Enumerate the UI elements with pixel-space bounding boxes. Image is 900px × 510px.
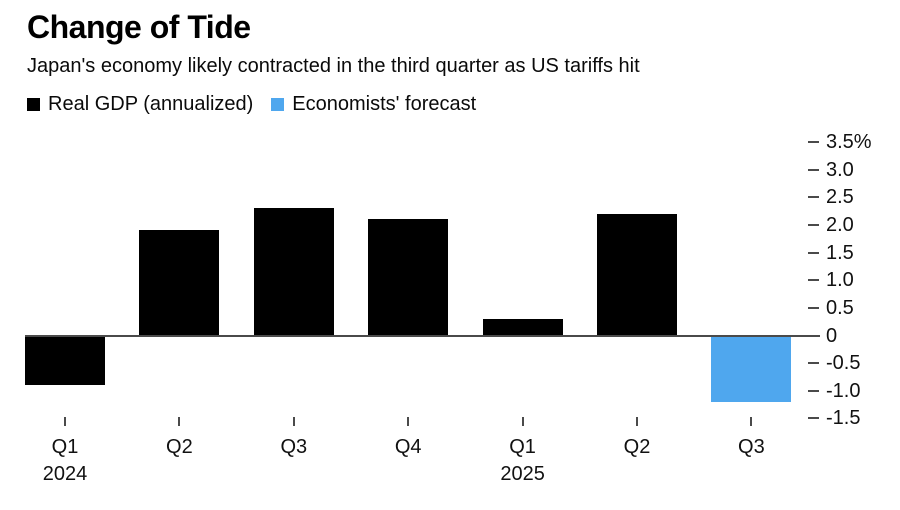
y-axis-tick (808, 306, 819, 309)
y-axis-tick-label: -1.5 (826, 407, 861, 430)
legend-swatch-real-gdp (27, 98, 40, 111)
y-axis-tick-label: 3.5% (826, 130, 872, 153)
y-axis-tick (808, 140, 819, 143)
legend: Real GDP (annualized) Economists' foreca… (27, 93, 476, 116)
legend-item-forecast: Economists' forecast (271, 93, 476, 116)
y-axis-tick-label: 2.0 (826, 213, 854, 236)
x-axis-tick (636, 417, 638, 426)
y-axis-tick-label: 0.5 (826, 296, 854, 319)
y-axis-tick-label: 1.0 (826, 269, 854, 292)
chart-title: Change of Tide (27, 9, 251, 45)
x-axis-tick-label: Q4 (394, 436, 422, 458)
chart-subtitle: Japan's economy likely contracted in the… (27, 55, 640, 77)
y-axis-tick (808, 279, 819, 282)
x-axis-tick (64, 417, 66, 426)
x-axis-tick (521, 417, 524, 426)
x-axis-tick-label: Q3 (280, 436, 308, 458)
y-axis-tick (808, 251, 819, 254)
y-axis-tick (808, 362, 819, 365)
y-axis-tick-label: -0.5 (826, 352, 861, 375)
x-axis-tick (178, 417, 181, 426)
y-axis-tick (808, 389, 819, 392)
y-axis-tick-label: -1.0 (826, 379, 861, 402)
y-axis-tick (808, 168, 819, 171)
chart-bar-q2-1 (139, 230, 220, 336)
legend-label-forecast: Economists' forecast (292, 93, 477, 115)
x-axis-tick-label: Q3 (738, 436, 765, 458)
x-axis-year-label: 2025 (500, 463, 545, 485)
chart-bar-q4-3 (368, 219, 449, 336)
y-axis-tick (808, 417, 819, 420)
x-axis-tick-label: Q2 (166, 436, 193, 458)
x-axis-year-label: 2024 (42, 463, 88, 485)
x-axis-tick-label: Q1 (51, 436, 79, 458)
x-axis-tick-label: Q2 (623, 436, 651, 458)
y-axis-tick-label: 0 (826, 324, 838, 347)
chart-bar-q2-5 (597, 213, 677, 336)
chart-bar-q1-0 (25, 335, 105, 386)
legend-label-real-gdp: Real GDP (annualized) (48, 93, 254, 115)
legend-item-real-gdp: Real GDP (annualized) (27, 93, 253, 116)
x-axis-tick-label: Q1 (509, 436, 536, 458)
zero-axis-line (25, 334, 820, 337)
y-axis-tick-label: 1.5 (826, 241, 854, 264)
chart-bar-q1-4 (482, 318, 563, 336)
legend-swatch-forecast (271, 98, 285, 111)
y-axis-tick (808, 223, 819, 226)
y-axis-tick-label: 2.5 (826, 186, 854, 209)
y-axis-tick (808, 196, 819, 199)
y-axis-tick-label: 3.0 (826, 158, 854, 181)
x-axis-tick (750, 417, 753, 426)
x-axis-tick (407, 417, 410, 426)
x-axis-tick (292, 417, 295, 426)
chart-bar-q3-6 (711, 335, 792, 402)
chart-bar-q3-2 (253, 208, 334, 336)
